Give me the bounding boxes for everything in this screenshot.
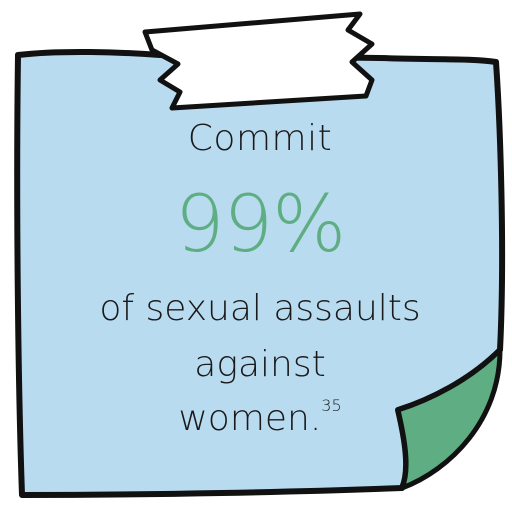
footnote-marker: 35 bbox=[321, 396, 342, 415]
page-curl bbox=[395, 347, 503, 491]
description-line-1: of sexual assaults bbox=[99, 288, 421, 329]
tape bbox=[142, 11, 375, 111]
intro-text: Commit bbox=[187, 118, 333, 159]
percentage-stat: 99% bbox=[174, 180, 346, 270]
description-line-2: against bbox=[194, 344, 326, 385]
description-line-3-text: women. bbox=[178, 398, 322, 439]
description-line-3: women.35 bbox=[60, 396, 460, 439]
